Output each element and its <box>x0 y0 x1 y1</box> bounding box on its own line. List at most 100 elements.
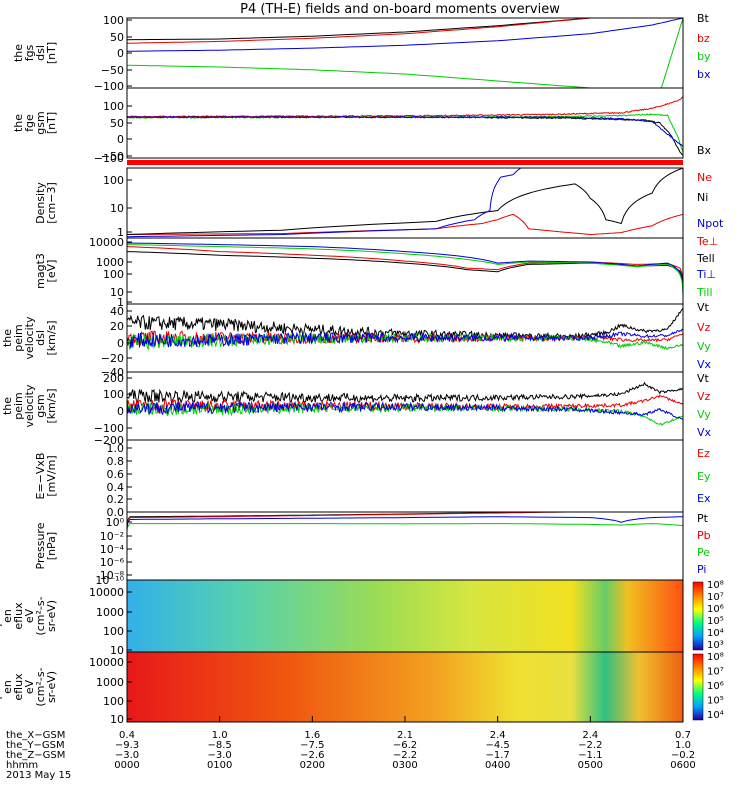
y-tick-label: 1.0 <box>107 442 125 455</box>
time-axis-value: 0600 <box>670 760 695 771</box>
legend-entry: Ez <box>697 447 710 460</box>
y-tick-label: 100 <box>103 268 124 281</box>
y-axis-label-line: dsl <box>34 45 47 61</box>
time-axis-value: −4.5 <box>486 740 510 751</box>
y-tick-label: −20 <box>101 352 124 365</box>
y-axis-label-line: eV <box>23 679 36 694</box>
y-tick-label: 10⁻⁴ <box>100 543 125 556</box>
y-tick-label: 10000 <box>89 236 124 249</box>
y-tick-label: 100 <box>103 14 124 27</box>
series-group <box>127 381 683 426</box>
series-group <box>127 96 683 156</box>
panel-velocity-gsm: 200 100 0 −100−200 thepeimvelocitygsm[km/s] V… <box>1 371 712 447</box>
panel-fge: 100 50 0 −50−100 thefgegsm[nT] Bx <box>12 87 712 165</box>
time-axis-value: −2.2 <box>578 740 602 751</box>
colorbar-bar <box>692 653 704 721</box>
series-line-vt <box>127 307 683 341</box>
series-line-ti- <box>127 242 683 293</box>
series-line-bx <box>127 18 683 52</box>
axis-row-label: the_X−GSM <box>6 730 65 741</box>
y-axis-label: thepeimvelocitydsl[km/s] <box>1 316 58 359</box>
plot-title: P4 (TH-E) fields and on-board moments ov… <box>240 2 560 17</box>
panel-group: 100500−50−100thefgsdsl[nT]Btbzbybx100500… <box>0 12 724 726</box>
y-tick-label: 10⁰ <box>106 516 125 529</box>
y-axis-label-line: (cm²-s- <box>34 667 47 706</box>
legend-entry: Bt <box>697 12 710 25</box>
time-axis-value: 0300 <box>392 760 417 771</box>
colorbar-bar <box>692 581 704 651</box>
y-axis-label-line: peim <box>12 392 25 420</box>
legend-entry: Ni <box>697 191 708 204</box>
spectrogram-image <box>127 580 683 652</box>
legend-entry: Ey <box>697 470 711 483</box>
series-line-red <box>127 96 683 118</box>
y-axis-label-line: eflux <box>12 602 25 630</box>
y-tick-label: 20 <box>110 320 124 333</box>
time-axis-value: 0100 <box>207 760 232 771</box>
y-axis-label-line: [nPa] <box>45 532 58 560</box>
axis-row-label: the_Z−GSM <box>6 750 65 761</box>
y-axis-label-line: [eV] <box>45 260 58 283</box>
time-axis-value: 0400 <box>485 760 510 771</box>
series-line-vt <box>127 381 683 404</box>
y-axis-label-line: velocity <box>23 384 36 427</box>
panel-frame <box>126 511 684 581</box>
series-line-npot <box>127 168 522 238</box>
panel-frame <box>126 439 684 513</box>
y-tick-label: −100 <box>94 80 124 93</box>
series-line-tell <box>127 251 683 288</box>
axis-row-label: 2013 May 15 <box>6 770 71 781</box>
y-tick-label: 1000 <box>96 676 124 689</box>
y-axis-label: magt3[eV] <box>34 253 58 289</box>
panel-frame <box>126 237 684 305</box>
legend-entry: Vt <box>697 372 710 385</box>
colorbar-tick-label: 10⁷ <box>707 667 724 678</box>
y-axis-label-line: E=−VxB <box>34 453 47 500</box>
legend-entry: Pt <box>697 512 709 525</box>
y-tick-label: 200 <box>103 372 124 385</box>
time-axis-value: −2.2 <box>393 750 417 761</box>
panel-density: 100 10 1 Density[cm−3] Ne Ni Npot <box>34 167 724 239</box>
y-tick-label: 10000 <box>89 656 124 669</box>
y-axis-label: thepeerenefluxeV(cm²-s-sr-eV) <box>0 667 58 706</box>
y-axis-label-line: the <box>1 397 14 415</box>
legend-entry: Bx <box>697 144 712 157</box>
y-axis-label-line: eV <box>23 608 36 623</box>
legend-entry: Vy <box>697 340 711 353</box>
time-axis-value: −3.0 <box>208 750 232 761</box>
legend-entry: Till <box>696 286 713 299</box>
time-axis-value: 0000 <box>114 760 139 771</box>
y-tick-label: 0 <box>117 47 124 60</box>
y-axis-label-line: fge <box>23 114 36 132</box>
legend-entry: Vt <box>697 301 710 314</box>
legend-entry: Ex <box>697 492 711 505</box>
flag-band <box>127 160 683 165</box>
y-tick-label: 10 <box>110 644 124 657</box>
y-axis-label-line: dsl <box>34 330 47 346</box>
y-tick-label: −100 <box>94 422 124 435</box>
y-axis-label-line: the <box>1 329 14 347</box>
panel-frame <box>126 17 684 89</box>
y-tick-label: 0.0 <box>107 506 125 519</box>
panel-velocity-dsl: 40 20 0 −20−40 thepeimvelocitydsl[km/s] Vt Vz V… <box>1 301 712 379</box>
colorbar-tick-label: 10⁷ <box>707 592 724 603</box>
y-tick-label: 10 <box>110 202 124 215</box>
colorbar: 10⁸ 10⁷ 10⁶ 10⁵ 10⁴ <box>692 652 724 721</box>
colorbar-tick-label: 10⁸ <box>707 580 724 591</box>
colorbar-tick-label: 10⁶ <box>707 604 724 615</box>
series-line-till <box>127 244 683 297</box>
y-axis-label: thefgsdsl[nT] <box>12 42 58 64</box>
series-line-bx <box>127 115 683 156</box>
series-group <box>127 512 683 531</box>
y-tick-label: −50 <box>101 150 124 163</box>
time-axis-value: −2.6 <box>300 750 324 761</box>
y-tick-label: 100 <box>103 625 124 638</box>
series-line-vx <box>127 400 683 421</box>
y-tick-label: 100 <box>103 100 124 113</box>
time-axis-value: −3.0 <box>115 750 139 761</box>
colorbar-tick-label: 10³ <box>707 640 724 651</box>
y-tick-label: 10⁻⁶ <box>100 556 125 569</box>
